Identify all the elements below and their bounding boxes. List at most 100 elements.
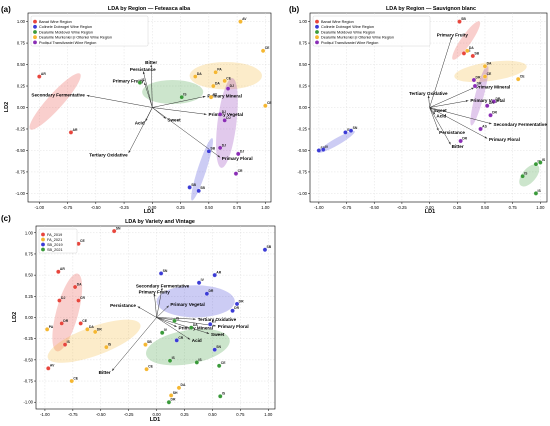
vector-label: Tertiary Oxidative — [409, 91, 448, 96]
legend-entry: Banat Wine Region — [321, 20, 354, 24]
point-label: DR — [234, 306, 239, 310]
point-label: DR — [495, 97, 500, 101]
loading-vector — [86, 95, 153, 108]
panel-c-ellipses — [47, 273, 235, 366]
panel-c-label: (c) — [1, 214, 11, 223]
point-label: SN — [163, 269, 168, 273]
x-tick-label: 0.00 — [426, 205, 435, 210]
panel-c-title: LDA by Variety and Vintage — [125, 219, 195, 225]
y-tick-label: 0.75 — [17, 41, 26, 46]
vector-arrowhead — [150, 64, 153, 67]
loading-vector — [137, 306, 157, 318]
confidence-ellipse — [216, 78, 238, 168]
data-point — [143, 342, 148, 347]
point-label: DA — [487, 62, 492, 66]
loading-vector — [143, 71, 153, 108]
confidence-ellipse — [156, 285, 235, 318]
legend-marker — [41, 232, 45, 237]
x-tick-label: 0.25 — [177, 205, 186, 210]
y-tick-label: 0.50 — [299, 62, 308, 67]
data-point — [471, 77, 477, 83]
confidence-ellipse — [454, 60, 527, 83]
x-tick-label: -0.25 — [124, 412, 134, 417]
vector-label: Primary Vegetal — [170, 302, 204, 307]
y-tick-label: 1.00 — [25, 230, 34, 235]
data-point — [179, 94, 184, 100]
x-tick-label: -0.50 — [369, 205, 379, 210]
data-point — [348, 128, 354, 133]
y-tick-label: 0.25 — [17, 84, 26, 89]
point-label: DA — [193, 323, 198, 327]
data-point — [59, 321, 64, 326]
point-label: PA — [49, 325, 54, 329]
vector-arrowhead — [427, 95, 430, 98]
vector-arrowhead — [217, 155, 221, 158]
point-label: SH — [173, 391, 178, 395]
vector-label: Bitter — [145, 60, 157, 65]
panel-b-loading-vectors: Primary Fruity Primary Mineral Tertiary Ox… — [409, 33, 547, 149]
point-label: AS — [482, 124, 487, 128]
x-tick-label: 0.75 — [233, 205, 242, 210]
y-tick-label: -0.25 — [297, 126, 307, 131]
point-label: DJ — [230, 84, 234, 88]
data-point — [72, 284, 78, 290]
vector-label: Primary Fruity — [139, 289, 171, 294]
data-point — [491, 99, 497, 104]
legend-marker — [315, 24, 319, 29]
vector-arrowhead — [484, 136, 488, 139]
data-point — [159, 330, 165, 335]
x-tick-label: 1.00 — [536, 205, 545, 210]
x-tick-label: -1.00 — [40, 412, 50, 417]
point-label: DJ — [212, 320, 216, 324]
vector-label: Acid — [135, 121, 145, 126]
vector-label: Primary Mineral — [179, 325, 213, 330]
point-label: IS — [542, 158, 546, 162]
data-point — [217, 112, 223, 117]
vector-label: Persistance — [110, 303, 136, 308]
legend-box — [312, 15, 431, 47]
x-tick-label: -0.25 — [119, 205, 129, 210]
y-tick-label: -1.00 — [23, 400, 33, 405]
x-tick-label: 0.50 — [208, 412, 217, 417]
y-tick-label: -0.50 — [15, 148, 25, 153]
point-label: SN — [353, 126, 358, 130]
data-point — [538, 160, 543, 165]
point-label: DJ — [226, 116, 230, 120]
data-point — [533, 161, 539, 167]
data-point — [211, 83, 216, 89]
confidence-ellipse — [29, 73, 81, 130]
y-tick-label: -0.25 — [23, 336, 33, 341]
point-label: IV — [325, 145, 329, 149]
loading-vector — [152, 107, 207, 115]
loading-vector — [429, 87, 475, 108]
data-point — [520, 173, 525, 179]
point-label: DR — [63, 319, 68, 323]
vector-arrowhead — [436, 128, 439, 131]
point-label: IS — [141, 78, 145, 82]
y-tick-label: 0.00 — [299, 105, 308, 110]
legend-entry: Dealurile Munteniei și Olteniei Wine Reg… — [321, 36, 394, 40]
point-label: SN — [216, 345, 221, 349]
point-label: CE — [520, 75, 525, 79]
x-tick-label: -0.50 — [91, 205, 101, 210]
data-point — [263, 103, 268, 109]
legend-marker — [33, 30, 37, 34]
vector-arrowhead — [450, 37, 453, 40]
x-tick-label: -0.25 — [397, 205, 407, 210]
point-label: DA — [215, 81, 220, 85]
point-label: IV — [201, 278, 205, 282]
vector-label: Sweet — [167, 118, 181, 123]
loading-vector — [150, 64, 153, 108]
vector-arrowhead — [206, 331, 210, 334]
legend-marker — [33, 35, 37, 40]
point-label: SB — [191, 183, 196, 187]
point-label: AV — [50, 364, 55, 368]
y-tick-label: 0.50 — [17, 62, 26, 67]
legend-entry: Dealurile Munteniei și Olteniei Wine Reg… — [39, 36, 112, 40]
point-label: CR — [238, 169, 243, 173]
y-tick-label: -0.25 — [15, 126, 25, 131]
y-tick-label: -0.75 — [297, 169, 307, 174]
x-tick-label: 0.00 — [153, 412, 162, 417]
point-label: IS — [172, 356, 176, 360]
point-label: AV — [213, 93, 218, 97]
